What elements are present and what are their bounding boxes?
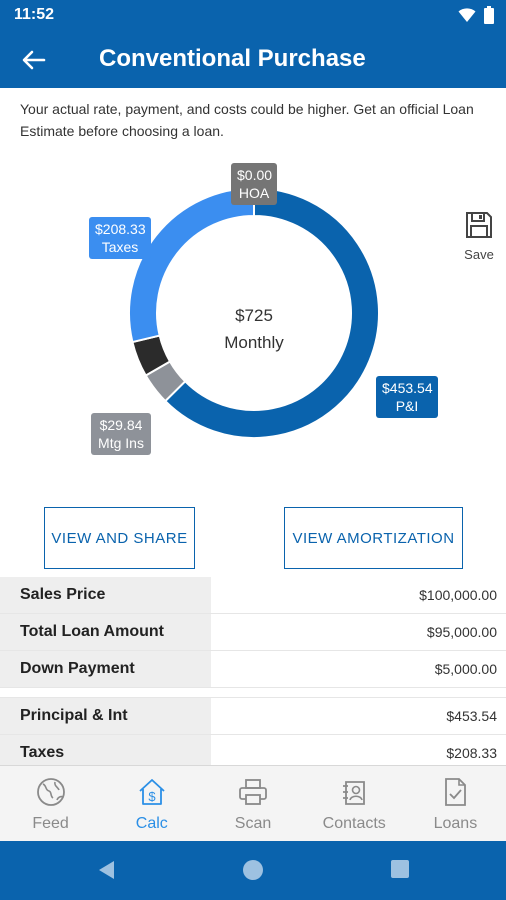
nav-item-contacts[interactable]: Contacts — [304, 766, 405, 841]
status-bar: 11:52 — [0, 0, 506, 32]
svg-text:$: $ — [148, 789, 156, 804]
save-button[interactable]: Save — [460, 210, 498, 262]
taxes-amount: $208.33 — [95, 221, 146, 237]
table-divider — [0, 688, 506, 698]
row-label: Down Payment — [0, 651, 211, 687]
nav-label: Calc — [135, 815, 168, 832]
pi-amount: $453.54 — [382, 380, 433, 396]
table-row: Down Payment $5,000.00 — [0, 651, 506, 688]
save-label: Save — [464, 247, 494, 262]
hoa-amount: $0.00 — [237, 167, 273, 183]
status-icons — [458, 6, 494, 24]
back-triangle-icon[interactable] — [96, 859, 116, 881]
mtg-ins-label: Mtg Ins — [98, 435, 144, 451]
bottom-nav: Feed $ Calc Scan Contacts Loans — [0, 765, 506, 841]
mtg-ins-amount: $29.84 — [99, 417, 143, 433]
nav-label: Feed — [32, 815, 69, 832]
arrow-left-icon — [22, 50, 46, 70]
taxes-label: Taxes — [101, 239, 139, 255]
nav-item-scan[interactable]: Scan — [202, 766, 303, 841]
system-nav-bar — [0, 841, 506, 900]
nav-label: Contacts — [322, 815, 386, 832]
battery-icon — [484, 6, 494, 24]
disclaimer-text: Your actual rate, payment, and costs cou… — [20, 101, 474, 139]
nav-label: Scan — [234, 815, 272, 832]
app-bar: Conventional Purchase — [0, 32, 506, 88]
hoa-tag: $0.00 HOA — [231, 163, 277, 205]
status-time: 11:52 — [14, 6, 55, 23]
view-amortization-button[interactable]: VIEW AMORTIZATION — [284, 507, 463, 569]
payment-chart: $725 Monthly $208.33 Taxes $0.00 HOA $45… — [0, 150, 506, 490]
loan-summary-table: Sales Price $100,000.00 Total Loan Amoun… — [0, 577, 506, 772]
chart-center-label: Monthly — [224, 333, 284, 352]
row-value: $100,000.00 — [419, 587, 497, 603]
hoa-label: HOA — [238, 185, 270, 201]
pi-label: P&I — [395, 398, 419, 414]
floppy-disk-icon — [466, 212, 492, 238]
row-value: $5,000.00 — [434, 661, 497, 677]
view-and-share-button[interactable]: VIEW AND SHARE — [44, 507, 195, 569]
taxes-tag: $208.33 Taxes — [89, 217, 151, 259]
recents-square-icon[interactable] — [390, 859, 410, 879]
nav-item-calc[interactable]: $ Calc — [101, 766, 202, 841]
page-title: Conventional Purchase — [99, 45, 366, 72]
contacts-icon — [343, 781, 366, 805]
table-row: Total Loan Amount $95,000.00 — [0, 614, 506, 651]
chart-center-amount: $725 — [235, 306, 273, 325]
back-button[interactable] — [14, 42, 54, 78]
home-circle-icon[interactable] — [242, 859, 264, 881]
nav-label: Loans — [433, 815, 478, 832]
row-label: Total Loan Amount — [0, 614, 211, 650]
table-row: Principal & Int $453.54 — [0, 698, 506, 735]
row-value: $453.54 — [446, 708, 497, 724]
donut-slice-p-i — [163, 186, 380, 439]
wifi-icon — [458, 8, 476, 22]
nav-item-loans[interactable]: Loans — [405, 766, 506, 841]
row-label: Sales Price — [0, 577, 211, 613]
row-label: Principal & Int — [0, 698, 211, 734]
nav-item-feed[interactable]: Feed — [0, 766, 101, 841]
row-value: $95,000.00 — [426, 624, 497, 640]
row-value: $208.33 — [446, 745, 497, 761]
mtg-ins-tag: $29.84 Mtg Ins — [91, 413, 151, 455]
house-dollar-icon: $ — [139, 779, 165, 805]
document-check-icon — [445, 778, 467, 806]
globe-icon — [36, 778, 65, 806]
pi-tag: $453.54 P&I — [376, 376, 438, 418]
table-row: Sales Price $100,000.00 — [0, 577, 506, 614]
printer-icon — [239, 779, 267, 805]
